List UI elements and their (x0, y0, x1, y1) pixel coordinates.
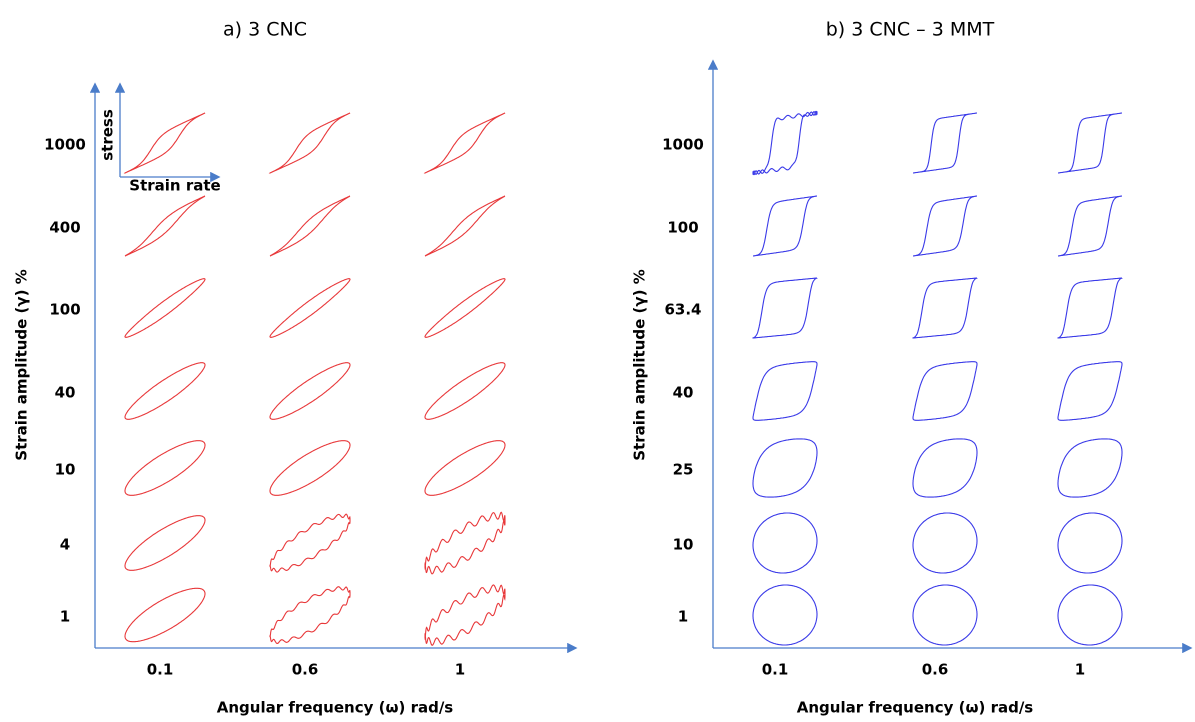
row-label: 1 (678, 608, 688, 626)
row-label: 1000 (44, 136, 86, 154)
loop (1057, 512, 1123, 574)
loop (424, 511, 506, 575)
inset-y-label: stress (99, 109, 117, 161)
y-axis-label: Strain amplitude (γ) % (13, 269, 31, 460)
row-label: 10 (55, 461, 76, 479)
row-label: 100 (49, 301, 80, 319)
loop (424, 362, 506, 420)
col-label: 1 (455, 661, 465, 679)
loop (1057, 361, 1123, 421)
loop (269, 440, 351, 496)
loop (269, 278, 351, 338)
x-axis-label: Angular frequency (ω) rad/s (797, 699, 1034, 717)
loop (1057, 277, 1123, 339)
loop (424, 584, 506, 646)
loop (423, 112, 506, 174)
row-label: 4 (60, 536, 70, 554)
loop (752, 277, 818, 339)
loop (123, 112, 206, 174)
loop (424, 440, 506, 496)
row-label: 1 (60, 608, 70, 626)
loop (268, 112, 351, 174)
panel-title: b) 3 CNC – 3 MMT (826, 19, 995, 41)
loop (912, 277, 978, 339)
row-label: 10 (673, 536, 694, 554)
loop (912, 584, 978, 646)
row-label: 100 (667, 219, 698, 237)
loop (752, 438, 818, 498)
loop (912, 195, 978, 257)
loop (912, 438, 978, 498)
row-label: 1000 (662, 136, 704, 154)
row-label: 25 (673, 461, 694, 479)
inset-x-label: Strain rate (129, 177, 220, 195)
loop (912, 112, 978, 174)
col-label: 1 (1075, 661, 1085, 679)
loop (124, 278, 206, 338)
loop (1057, 195, 1123, 257)
row-label: 63.4 (664, 301, 701, 319)
loop (752, 512, 818, 574)
col-label: 0.1 (147, 661, 174, 679)
loop (752, 110, 818, 176)
row-label: 40 (55, 384, 76, 402)
loop (752, 195, 818, 257)
loop (269, 362, 351, 420)
loop (124, 587, 206, 643)
loop (1057, 438, 1123, 498)
loop (752, 361, 818, 421)
x-axis-label: Angular frequency (ω) rad/s (217, 699, 454, 717)
loop (912, 512, 978, 574)
row-label: 400 (49, 219, 80, 237)
loop (424, 278, 506, 338)
col-label: 0.1 (762, 661, 789, 679)
loop (269, 586, 351, 644)
loop (124, 515, 206, 571)
loop (1057, 584, 1123, 646)
loop (912, 361, 978, 421)
y-axis-label: Strain amplitude (γ) % (631, 269, 649, 460)
panel-title: a) 3 CNC (223, 19, 307, 41)
col-label: 0.6 (292, 661, 319, 679)
loop (752, 584, 818, 646)
col-label: 0.6 (922, 661, 949, 679)
loop (424, 195, 506, 257)
loop (124, 362, 206, 420)
loop (269, 195, 351, 257)
loop (124, 440, 206, 496)
loop (1057, 112, 1123, 174)
row-label: 40 (673, 384, 694, 402)
loop (124, 195, 206, 257)
loop (269, 513, 351, 573)
